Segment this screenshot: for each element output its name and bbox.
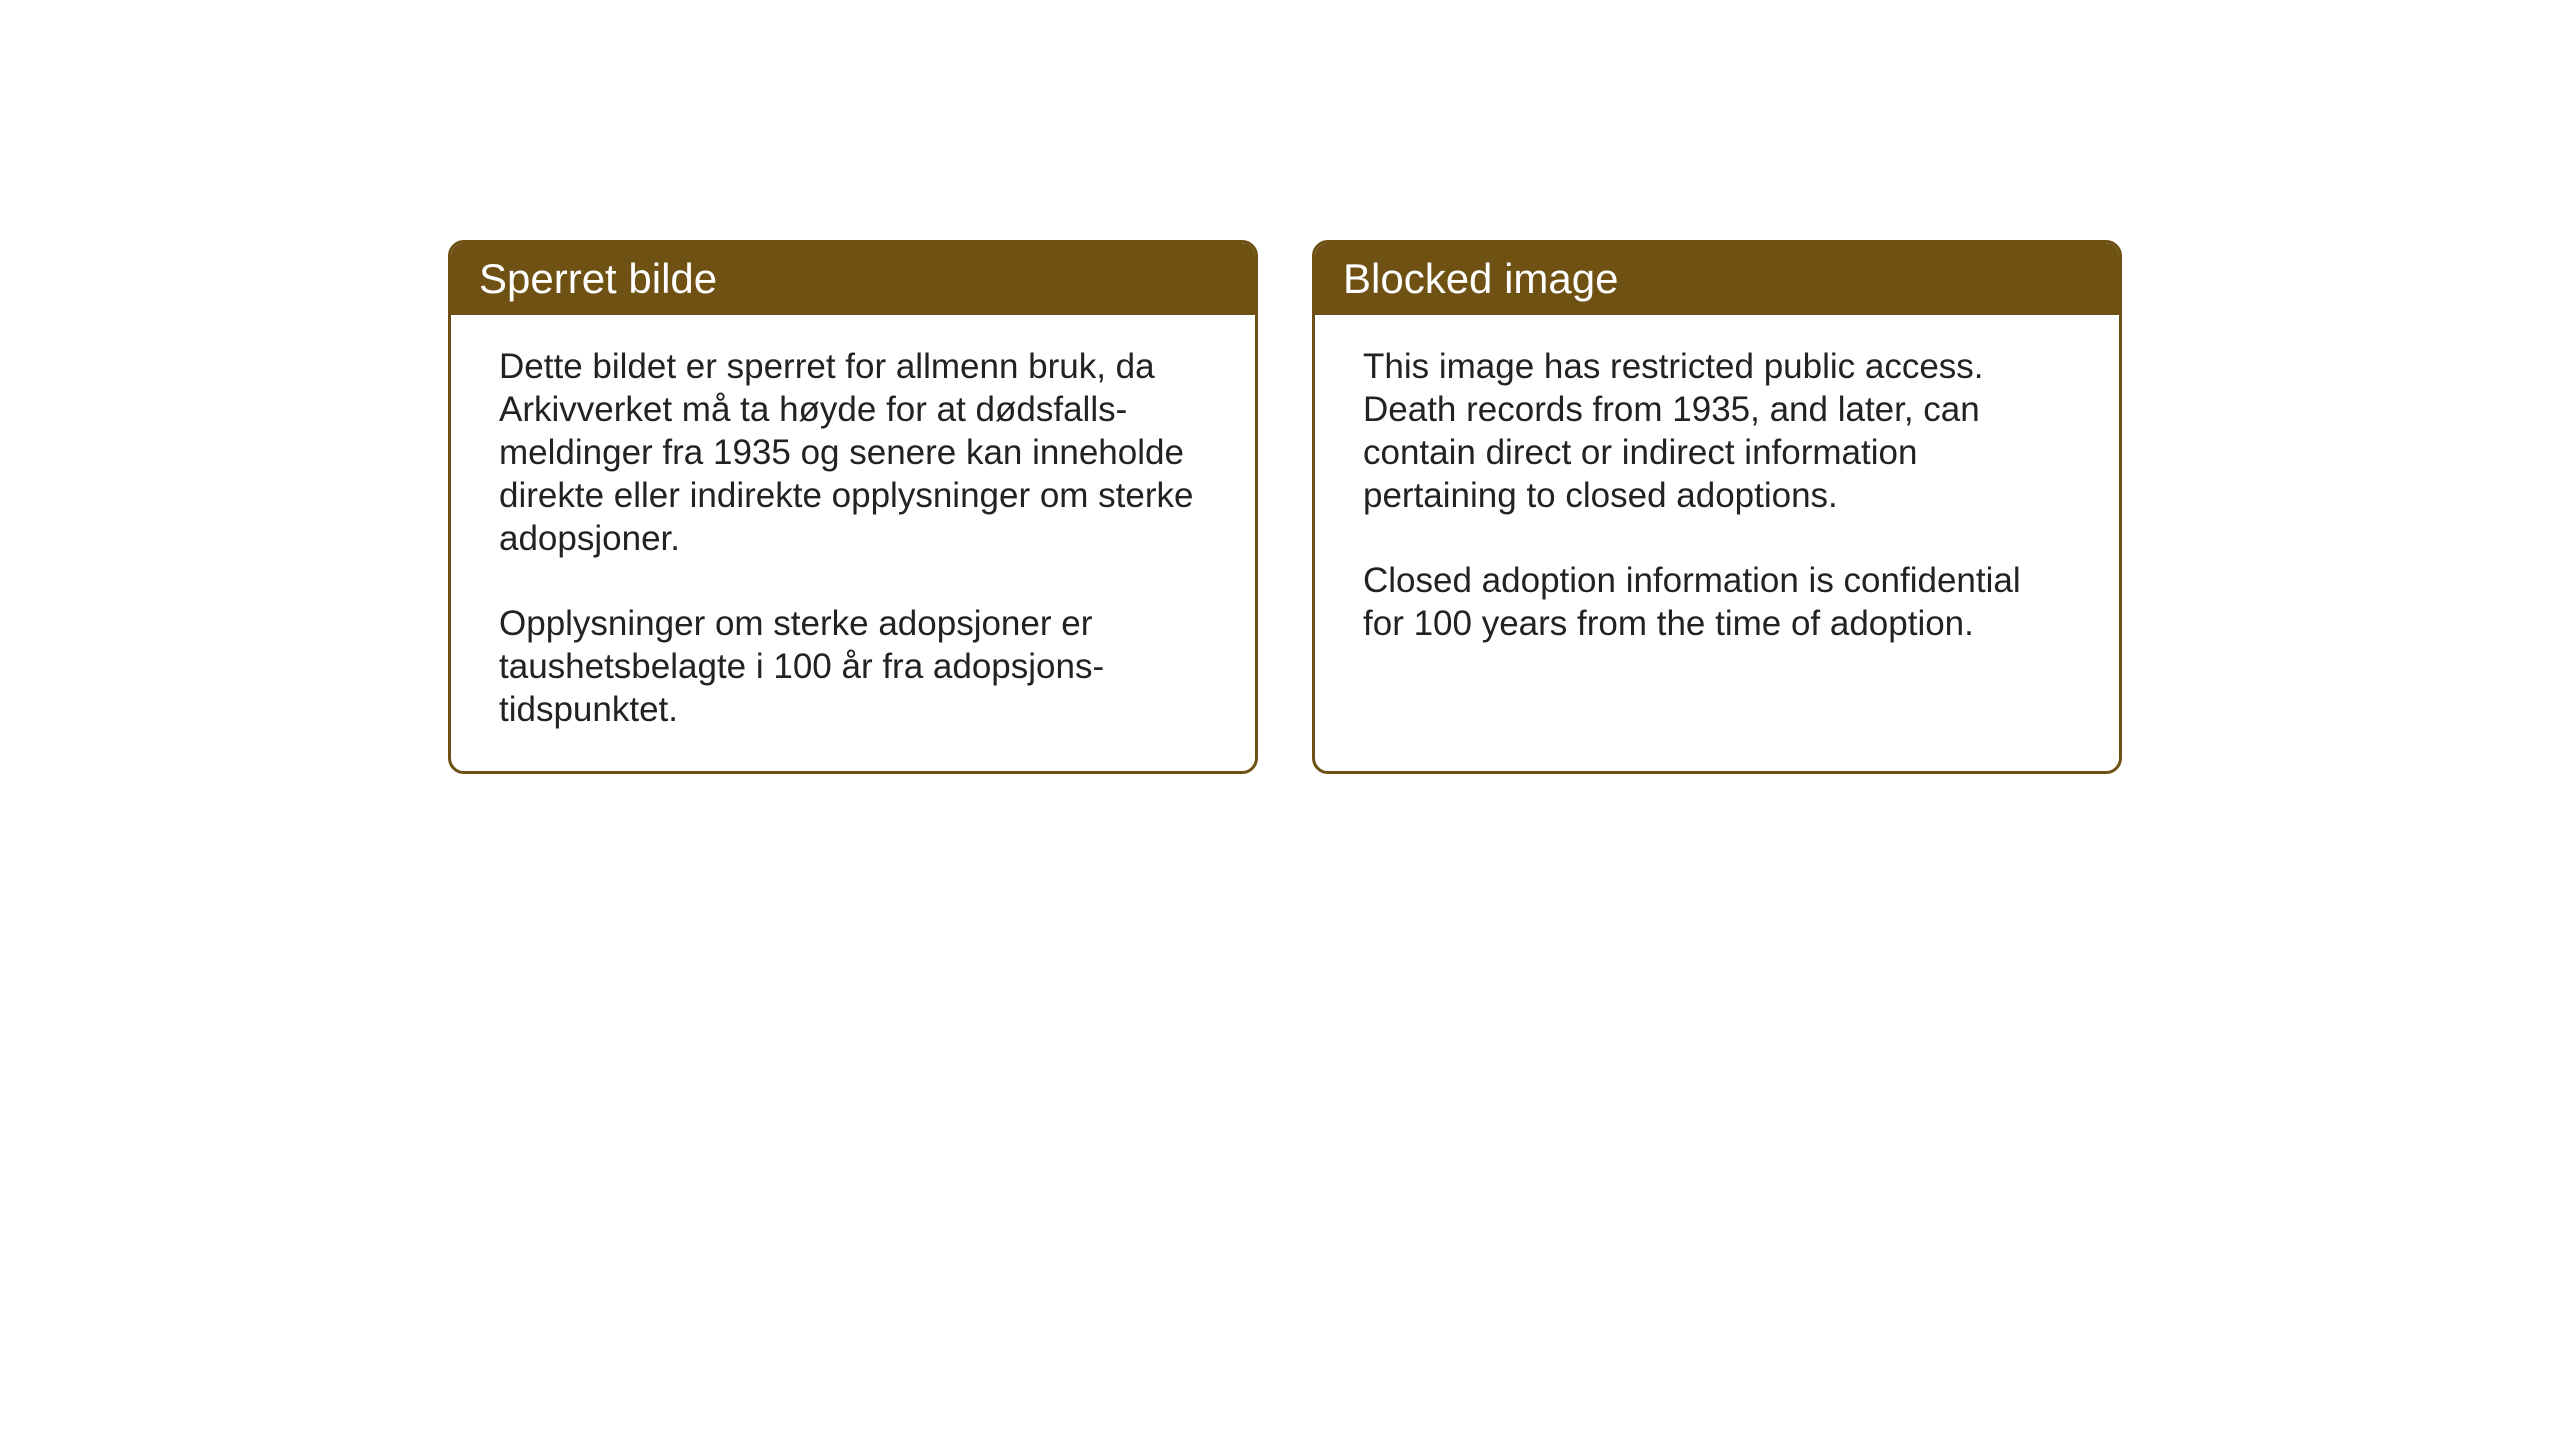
card-paragraph-2-norwegian: Opplysninger om sterke adopsjoner er tau… [499, 602, 1207, 731]
card-paragraph-2-english: Closed adoption information is confident… [1363, 559, 2071, 645]
card-paragraph-1-english: This image has restricted public access.… [1363, 345, 2071, 517]
notice-container: Sperret bilde Dette bildet er sperret fo… [448, 240, 2122, 774]
card-title-english: Blocked image [1343, 255, 2091, 303]
card-body-english: This image has restricted public access.… [1315, 315, 2119, 685]
card-body-norwegian: Dette bildet er sperret for allmenn bruk… [451, 315, 1255, 771]
card-title-norwegian: Sperret bilde [479, 255, 1227, 303]
notice-card-norwegian: Sperret bilde Dette bildet er sperret fo… [448, 240, 1258, 774]
card-header-english: Blocked image [1315, 243, 2119, 315]
card-header-norwegian: Sperret bilde [451, 243, 1255, 315]
card-paragraph-1-norwegian: Dette bildet er sperret for allmenn bruk… [499, 345, 1207, 560]
notice-card-english: Blocked image This image has restricted … [1312, 240, 2122, 774]
